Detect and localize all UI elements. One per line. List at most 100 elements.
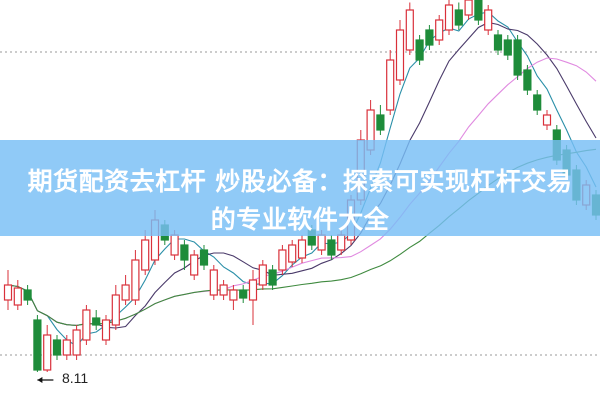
candle-body <box>474 0 483 21</box>
candle-body <box>82 309 91 341</box>
candle-body <box>435 19 444 41</box>
candle-body <box>425 29 434 46</box>
candle <box>395 20 405 85</box>
candle <box>92 310 101 330</box>
candle-body <box>454 9 463 26</box>
candle-body <box>180 244 189 261</box>
candle <box>13 280 22 310</box>
candle <box>278 245 287 275</box>
candle <box>542 110 552 130</box>
candle <box>101 315 111 345</box>
candle <box>454 2 463 30</box>
low-annotation <box>37 377 54 383</box>
candle <box>523 65 532 95</box>
candle-body <box>141 239 150 271</box>
candle-body <box>395 29 405 81</box>
candle <box>533 90 542 115</box>
candle-body <box>72 329 81 356</box>
candle <box>376 105 385 135</box>
candle <box>229 285 238 310</box>
candle-body <box>464 0 473 16</box>
candle <box>513 35 522 80</box>
candle <box>52 335 62 360</box>
candle <box>415 35 424 65</box>
candle <box>121 275 130 305</box>
candle-body <box>493 34 503 51</box>
candle-body <box>386 59 395 111</box>
candle-body <box>62 339 71 356</box>
candle-body <box>170 234 179 256</box>
candle-body <box>327 239 336 256</box>
candle <box>258 260 267 290</box>
candle <box>33 315 42 372</box>
banner-title-line1: 期货配资去杠杆 炒股必备：探索可实现杠杆交易 <box>27 167 573 196</box>
low-price-label: 8.11 <box>62 370 89 386</box>
candle <box>474 0 483 25</box>
candle <box>464 0 473 20</box>
candle-body <box>533 94 542 111</box>
candle-body <box>209 269 218 296</box>
candle <box>248 270 258 325</box>
candle-body <box>43 334 52 371</box>
candle <box>239 285 248 303</box>
candle-body <box>268 269 277 286</box>
candle-body <box>229 289 238 301</box>
candle-body <box>444 4 454 31</box>
candle <box>425 25 434 50</box>
arrow-head-icon <box>37 377 43 383</box>
candle <box>111 285 120 330</box>
candle <box>435 15 444 45</box>
candle-body <box>523 69 532 91</box>
candle-body <box>23 289 32 301</box>
candle-body <box>317 234 326 251</box>
candle-body <box>405 9 414 51</box>
candle <box>72 325 81 360</box>
candle-body <box>101 319 111 341</box>
candle <box>444 0 454 35</box>
candle-body <box>131 259 140 301</box>
candle <box>268 265 277 290</box>
candle <box>493 30 503 55</box>
candle-body <box>92 317 101 326</box>
candle <box>190 250 199 280</box>
candle-body <box>376 114 385 131</box>
candle <box>141 230 150 275</box>
candle-body <box>484 9 493 31</box>
candle-body <box>33 319 42 371</box>
candle <box>62 335 71 360</box>
candle-body <box>111 294 120 326</box>
candle-body <box>278 249 287 271</box>
candle-body <box>219 284 228 296</box>
candle-body <box>415 39 424 61</box>
candle-body <box>121 284 130 301</box>
candle <box>131 250 140 305</box>
candle <box>386 50 395 115</box>
banner-title-line2: 的专业软件大全 <box>210 205 390 234</box>
candle-body <box>13 287 22 306</box>
candle-body <box>239 289 248 299</box>
candle-body <box>513 39 522 76</box>
candle <box>219 280 228 300</box>
candle <box>327 235 336 260</box>
candle <box>209 265 218 300</box>
candle-body <box>297 239 307 259</box>
candle <box>484 5 493 35</box>
candle-body <box>248 279 258 301</box>
candle-body <box>190 254 199 276</box>
candle-body <box>288 244 297 263</box>
candle <box>180 240 189 270</box>
candle <box>288 240 297 267</box>
candle <box>405 2 414 55</box>
candle-body <box>52 339 62 356</box>
candle-body <box>337 234 346 251</box>
candle-body <box>258 264 267 286</box>
candle-body <box>542 114 552 126</box>
title-banner: 期货配资去杠杆 炒股必备：探索可实现杠杆交易 的专业软件大全 <box>0 140 600 236</box>
candle <box>23 285 32 305</box>
candle <box>3 270 13 310</box>
candle <box>82 305 91 345</box>
candle <box>297 235 307 263</box>
candle <box>503 35 512 60</box>
candle <box>199 245 209 270</box>
candle-body <box>503 39 512 56</box>
